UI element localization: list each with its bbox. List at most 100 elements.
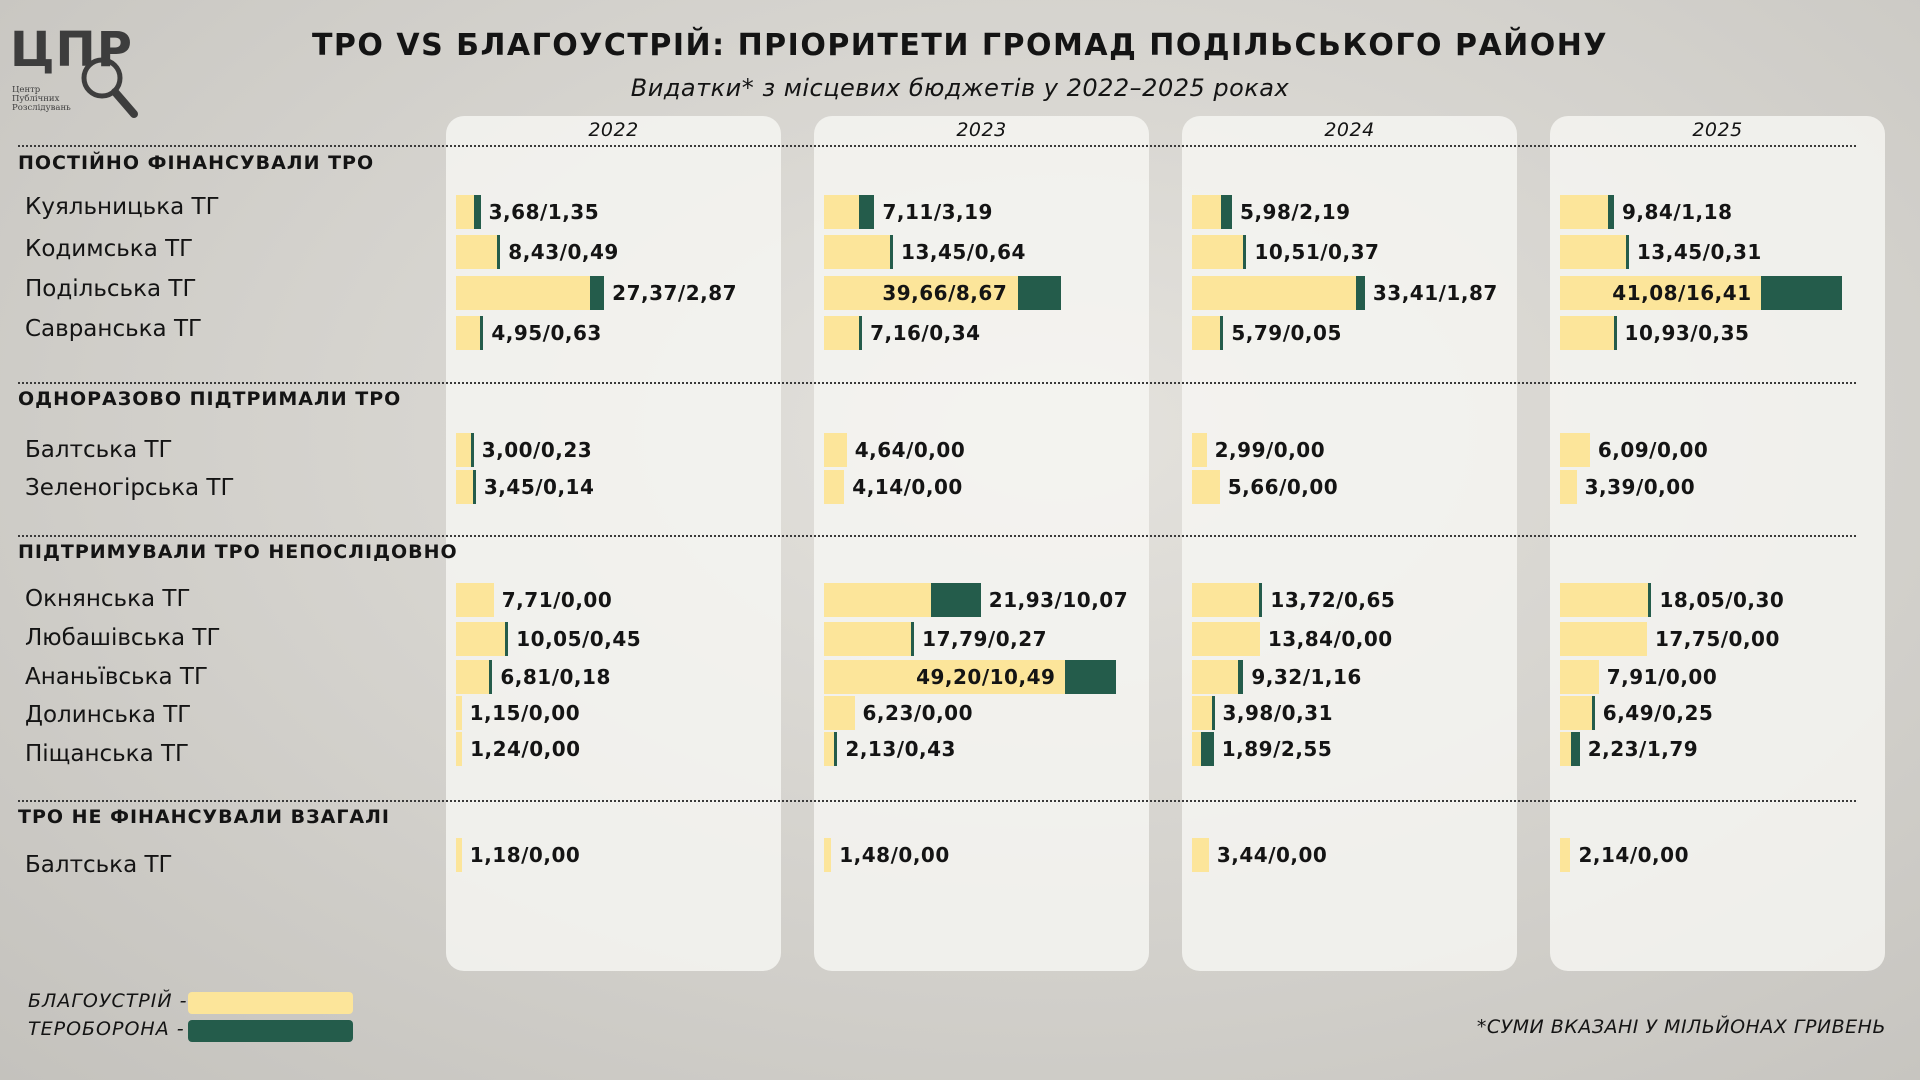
- bar-blagoustrii: [1192, 276, 1356, 310]
- bar-blagoustrii: [1192, 433, 1207, 467]
- year-panel-2022: [446, 116, 781, 971]
- data-label: 2,23/1,79: [1587, 737, 1699, 761]
- data-label: 3,45/0,14: [483, 475, 595, 499]
- bar-blagoustrii: [824, 316, 860, 350]
- bar-teroborona: [1355, 276, 1365, 310]
- bar-blagoustrii: [1192, 838, 1209, 872]
- bar-teroborona: [1065, 660, 1117, 694]
- bar-blagoustrii: [1560, 235, 1626, 269]
- data-label: 17,79/0,27: [922, 627, 1048, 651]
- bar-blagoustrii: [456, 696, 462, 730]
- section-label: ПІДТРИМУВАЛИ ТРО НЕПОСЛІДОВНО: [18, 541, 458, 563]
- data-label: 6,81/0,18: [500, 665, 611, 689]
- bar-blagoustrii: [456, 316, 481, 350]
- bar-blagoustrii: [456, 660, 490, 694]
- bar-blagoustrii: [824, 195, 859, 229]
- bar-blagoustrii: [1560, 433, 1590, 467]
- data-label: 13,72/0,65: [1270, 588, 1396, 612]
- bar-teroborona: [1608, 195, 1614, 229]
- data-label: 7,71/0,00: [501, 588, 613, 612]
- row-label: Любашівська ТГ: [25, 625, 221, 651]
- bar-blagoustrii: [824, 235, 890, 269]
- bar-blagoustrii: [1560, 316, 1614, 350]
- bar-teroborona: [489, 660, 493, 694]
- data-label: 7,16/0,34: [870, 321, 981, 345]
- bar-teroborona: [859, 316, 863, 350]
- data-label: 3,68/1,35: [488, 200, 600, 224]
- data-label: 27,37/2,87: [612, 281, 738, 305]
- bar-blagoustrii: [456, 583, 494, 617]
- bar-teroborona: [1237, 660, 1244, 694]
- row-label: Зеленогірська ТГ: [25, 475, 235, 501]
- bar-teroborona: [1211, 696, 1215, 730]
- logo-subtitle: Центр Публічних Розслідувань: [12, 86, 92, 113]
- data-label: 1,15/0,00: [469, 701, 581, 725]
- data-label: 9,84/1,18: [1621, 200, 1733, 224]
- data-label: 13,45/0,64: [901, 240, 1026, 264]
- section-divider: [18, 145, 1856, 147]
- row-label: Подільська ТГ: [25, 276, 197, 302]
- data-label: 21,93/10,07: [988, 588, 1129, 612]
- legend-label-teroborona: ТЕРОБОРОНА -: [28, 1018, 185, 1040]
- chart-title: ТРО VS БЛАГОУСТРІЙ: ПРІОРИТЕТИ ГРОМАД ПО…: [311, 28, 1609, 63]
- bar-teroborona: [1259, 583, 1263, 617]
- bar-blagoustrii: [1192, 470, 1220, 504]
- bar-teroborona: [1613, 316, 1617, 350]
- bar-blagoustrii: [456, 433, 471, 467]
- bar-teroborona: [911, 622, 915, 656]
- bar-blagoustrii: [1192, 316, 1221, 350]
- data-label: 41,08/16,41: [1612, 281, 1752, 305]
- bar-teroborona: [931, 583, 981, 617]
- bar-blagoustrii: [456, 235, 498, 269]
- bar-blagoustrii: [824, 696, 855, 730]
- bar-teroborona: [1221, 195, 1233, 229]
- data-label: 17,75/0,00: [1654, 627, 1780, 651]
- data-label: 7,11/3,19: [882, 200, 993, 224]
- bar-teroborona: [497, 235, 501, 269]
- bar-teroborona: [1243, 235, 1247, 269]
- bar-blagoustrii: [456, 732, 463, 766]
- bar-blagoustrii: [1560, 470, 1577, 504]
- data-label: 2,99/0,00: [1214, 438, 1326, 462]
- data-label: 3,39/0,00: [1584, 475, 1696, 499]
- legend-label-blagoustrii: БЛАГОУСТРІЙ -: [28, 990, 188, 1012]
- bar-blagoustrii: [456, 276, 591, 310]
- bar-teroborona: [470, 433, 474, 467]
- data-label: 2,13/0,43: [845, 737, 956, 761]
- bar-blagoustrii: [1192, 235, 1244, 269]
- data-label: 3,44/0,00: [1216, 843, 1328, 867]
- bar-blagoustrii: [824, 276, 1019, 310]
- bar-blagoustrii: [1192, 583, 1260, 617]
- bar-teroborona: [1648, 583, 1652, 617]
- data-label: 5,66/0,00: [1227, 475, 1339, 499]
- bar-teroborona: [1201, 732, 1214, 766]
- bar-blagoustrii: [1560, 276, 1762, 310]
- row-label: Піщанська ТГ: [25, 741, 190, 767]
- chart-subtitle: Видатки* з місцевих бюджетів у 2022–2025…: [630, 74, 1290, 102]
- bar-blagoustrii: [1560, 195, 1609, 229]
- year-label-2022: 2022: [588, 119, 639, 141]
- row-label: Куяльницька ТГ: [25, 194, 220, 220]
- row-label: Савранська ТГ: [25, 316, 203, 342]
- row-label: Балтська ТГ: [25, 852, 173, 878]
- footnote: *СУМИ ВКАЗАНІ У МІЛЬЙОНАХ ГРИВЕНЬ: [1476, 1016, 1886, 1038]
- bar-blagoustrii: [1560, 696, 1592, 730]
- magnifier-icon: [81, 57, 138, 118]
- logo-sub-line: Розслідувань: [12, 103, 71, 113]
- data-label: 8,43/0,49: [508, 240, 619, 264]
- data-label: 6,23/0,00: [862, 701, 974, 725]
- data-label: 7,91/0,00: [1606, 665, 1718, 689]
- bar-teroborona: [590, 276, 605, 310]
- bar-blagoustrii: [1192, 195, 1222, 229]
- bar-blagoustrii: [456, 195, 475, 229]
- row-label: Балтська ТГ: [25, 437, 173, 463]
- bar-blagoustrii: [456, 838, 462, 872]
- logo-text: ЦПР: [10, 22, 133, 78]
- bar-teroborona: [858, 195, 875, 229]
- bar-teroborona: [889, 235, 894, 269]
- bar-teroborona: [505, 622, 509, 656]
- data-label: 4,64/0,00: [854, 438, 966, 462]
- section-label: ОДНОРАЗОВО ПІДТРИМАЛИ ТРО: [18, 388, 402, 410]
- bar-teroborona: [480, 316, 484, 350]
- data-label: 1,89/2,55: [1221, 737, 1333, 761]
